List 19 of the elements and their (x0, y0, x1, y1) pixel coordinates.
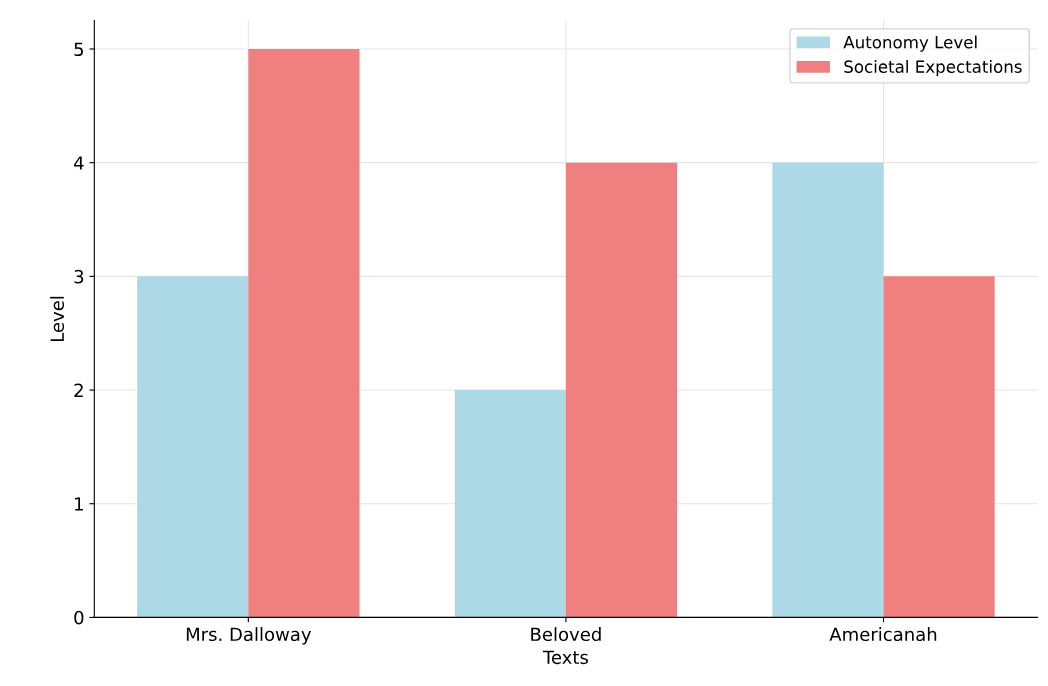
y-tick-label: 0 (74, 610, 84, 625)
y-tick-label: 5 (74, 42, 84, 57)
y-tick-label: 1 (75, 497, 83, 511)
bar (883, 276, 995, 618)
bar (565, 162, 678, 618)
x-tick-label: Beloved (531, 627, 601, 642)
y-axis-title: Level (50, 296, 65, 342)
x-tick-label: Americanah (829, 627, 937, 642)
x-axis-title: Texts (542, 650, 588, 665)
bar (248, 49, 360, 618)
legend-label: Autonomy Level (843, 35, 977, 52)
legend-label: Societal Expectations (844, 60, 1022, 77)
y-tick-label: 3 (74, 269, 84, 284)
x-tick-label: Mrs. Dalloway (186, 627, 312, 645)
y-tick-label: 2 (74, 383, 83, 397)
bar (772, 162, 884, 618)
y-tick-label: 4 (73, 156, 84, 170)
bar (454, 390, 566, 618)
bar (137, 276, 249, 618)
